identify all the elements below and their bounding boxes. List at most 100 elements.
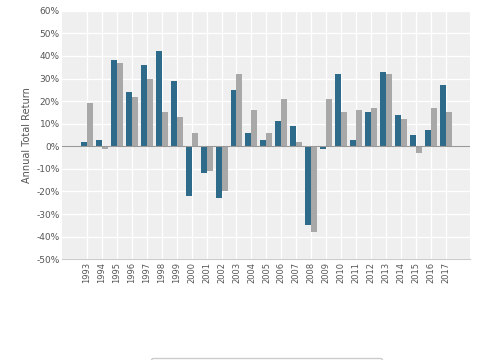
Bar xyxy=(102,146,108,149)
Bar xyxy=(380,72,386,146)
Bar xyxy=(126,92,132,146)
Bar xyxy=(440,85,446,146)
Bar xyxy=(380,72,386,146)
Bar xyxy=(281,99,288,146)
Bar xyxy=(245,133,252,146)
Bar xyxy=(320,146,326,149)
Bar xyxy=(96,140,102,146)
Bar xyxy=(281,99,288,146)
Bar xyxy=(177,117,183,146)
Bar xyxy=(410,135,416,146)
Bar xyxy=(290,126,296,146)
Bar xyxy=(147,78,153,146)
Bar xyxy=(401,119,407,146)
Bar xyxy=(186,146,192,196)
Bar xyxy=(171,81,177,146)
Bar xyxy=(206,146,213,171)
Bar xyxy=(386,74,392,146)
Bar xyxy=(245,133,252,146)
Bar xyxy=(335,74,341,146)
Bar xyxy=(147,78,153,146)
Bar xyxy=(216,146,222,198)
Bar xyxy=(87,103,93,146)
Bar xyxy=(386,74,392,146)
Bar xyxy=(237,74,242,146)
Bar xyxy=(96,140,102,146)
Bar xyxy=(446,112,452,146)
Bar xyxy=(371,108,377,146)
Bar xyxy=(341,112,347,146)
Bar xyxy=(81,142,87,146)
Bar xyxy=(186,146,192,196)
Bar xyxy=(311,146,317,232)
Bar xyxy=(171,81,177,146)
Bar xyxy=(132,96,138,146)
Bar xyxy=(356,110,362,146)
Bar xyxy=(117,63,123,146)
Bar xyxy=(177,117,183,146)
Bar xyxy=(326,99,332,146)
Bar xyxy=(261,140,266,146)
Bar xyxy=(296,142,302,146)
Bar xyxy=(305,146,311,225)
Bar xyxy=(102,146,108,149)
Bar xyxy=(446,112,452,146)
Bar xyxy=(206,146,213,171)
Bar xyxy=(252,110,257,146)
Bar xyxy=(222,146,228,192)
Bar xyxy=(401,119,407,146)
Bar xyxy=(81,142,87,146)
Bar xyxy=(141,65,147,146)
Bar xyxy=(350,140,356,146)
Bar xyxy=(156,51,162,146)
Bar xyxy=(440,85,446,146)
Bar xyxy=(371,108,377,146)
Bar xyxy=(192,133,198,146)
Bar xyxy=(201,146,206,174)
Y-axis label: Annual Total Return: Annual Total Return xyxy=(22,87,32,183)
Bar xyxy=(141,65,147,146)
Bar xyxy=(222,146,228,192)
Bar xyxy=(216,146,222,198)
Bar xyxy=(111,60,117,146)
Bar xyxy=(276,121,281,146)
Legend: Growth Stocks, Value Stocks: Growth Stocks, Value Stocks xyxy=(151,358,382,360)
Bar xyxy=(201,146,206,174)
Bar xyxy=(365,112,371,146)
Bar xyxy=(425,130,431,146)
Bar xyxy=(410,135,416,146)
Bar xyxy=(237,74,242,146)
Bar xyxy=(296,142,302,146)
Bar xyxy=(266,133,272,146)
Bar xyxy=(132,96,138,146)
Bar xyxy=(416,146,422,153)
Bar xyxy=(252,110,257,146)
Bar xyxy=(350,140,356,146)
Bar xyxy=(341,112,347,146)
Bar xyxy=(431,108,437,146)
Bar xyxy=(320,146,326,149)
Bar xyxy=(416,146,422,153)
Bar xyxy=(356,110,362,146)
Bar xyxy=(290,126,296,146)
Bar xyxy=(87,103,93,146)
Bar xyxy=(335,74,341,146)
Bar xyxy=(365,112,371,146)
Bar xyxy=(276,121,281,146)
Bar xyxy=(126,92,132,146)
Bar xyxy=(156,51,162,146)
Bar xyxy=(111,60,117,146)
Bar xyxy=(117,63,123,146)
Bar xyxy=(431,108,437,146)
Bar xyxy=(261,140,266,146)
Bar xyxy=(395,115,401,146)
Bar xyxy=(305,146,311,225)
Bar xyxy=(192,133,198,146)
Bar xyxy=(311,146,317,232)
Bar xyxy=(230,90,237,146)
Bar xyxy=(266,133,272,146)
Bar xyxy=(425,130,431,146)
Bar xyxy=(162,112,168,146)
Bar xyxy=(162,112,168,146)
Bar xyxy=(230,90,237,146)
